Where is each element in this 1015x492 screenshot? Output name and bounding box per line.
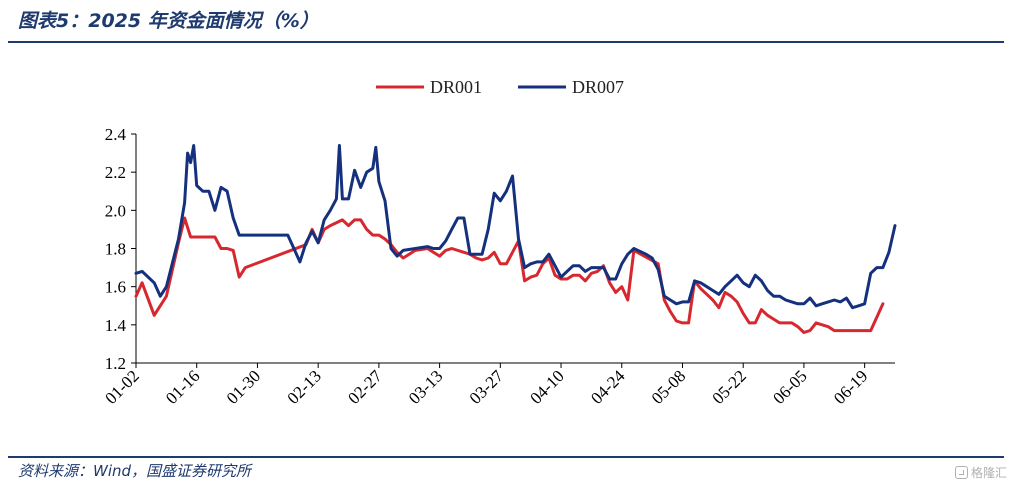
watermark-logo-icon [954,466,968,479]
x-tick-label: 05-22 [709,366,750,407]
x-tick-label: 02-27 [344,366,386,408]
x-tick-label: 04-24 [587,366,629,408]
y-tick-label: 2.4 [105,125,127,144]
top-divider [8,41,1004,43]
x-tick-label: 01-16 [162,366,203,407]
x-tick-label: 06-05 [769,366,810,407]
legend-label-dr007: DR007 [572,77,624,97]
x-tick-label: 06-19 [830,366,871,407]
line-chart: 2.42.22.01.81.61.41.201-02 01-16 01-30 02-1… [101,77,897,408]
x-tick-label: 03-13 [405,366,446,407]
watermark: 格隆汇 [954,464,1007,481]
chart-series [134,144,897,334]
x-tick-label: 01-30 [223,366,264,407]
source-note: 资料来源：Wind，国盛证券研究所 [18,462,252,480]
watermark-text: 格隆汇 [970,466,1007,480]
chart-title: 图表5：2025 年资金面情况（%） [18,10,319,32]
y-tick-label: 1.2 [105,354,126,373]
series-line-dr001 [134,216,885,334]
y-tick-label: 2.0 [105,201,126,220]
y-tick-label: 1.8 [105,240,126,259]
x-tick-label: 04-10 [526,366,567,407]
x-tick-label: 02-13 [284,366,325,407]
y-tick-label: 1.6 [105,278,126,297]
chart-legend: DR001 DR007 [376,77,624,97]
chart-axes: 2.42.22.01.81.61.41.201-02 01-16 01-30 02-1… [101,125,895,408]
y-tick-label: 1.4 [105,316,127,335]
x-tick-label: 05-08 [648,366,689,407]
x-tick-label: 03-27 [466,366,508,408]
series-line-dr007 [134,144,897,310]
legend-label-dr001: DR001 [430,77,482,97]
y-tick-label: 2.2 [105,163,126,182]
bottom-divider [8,456,1004,458]
